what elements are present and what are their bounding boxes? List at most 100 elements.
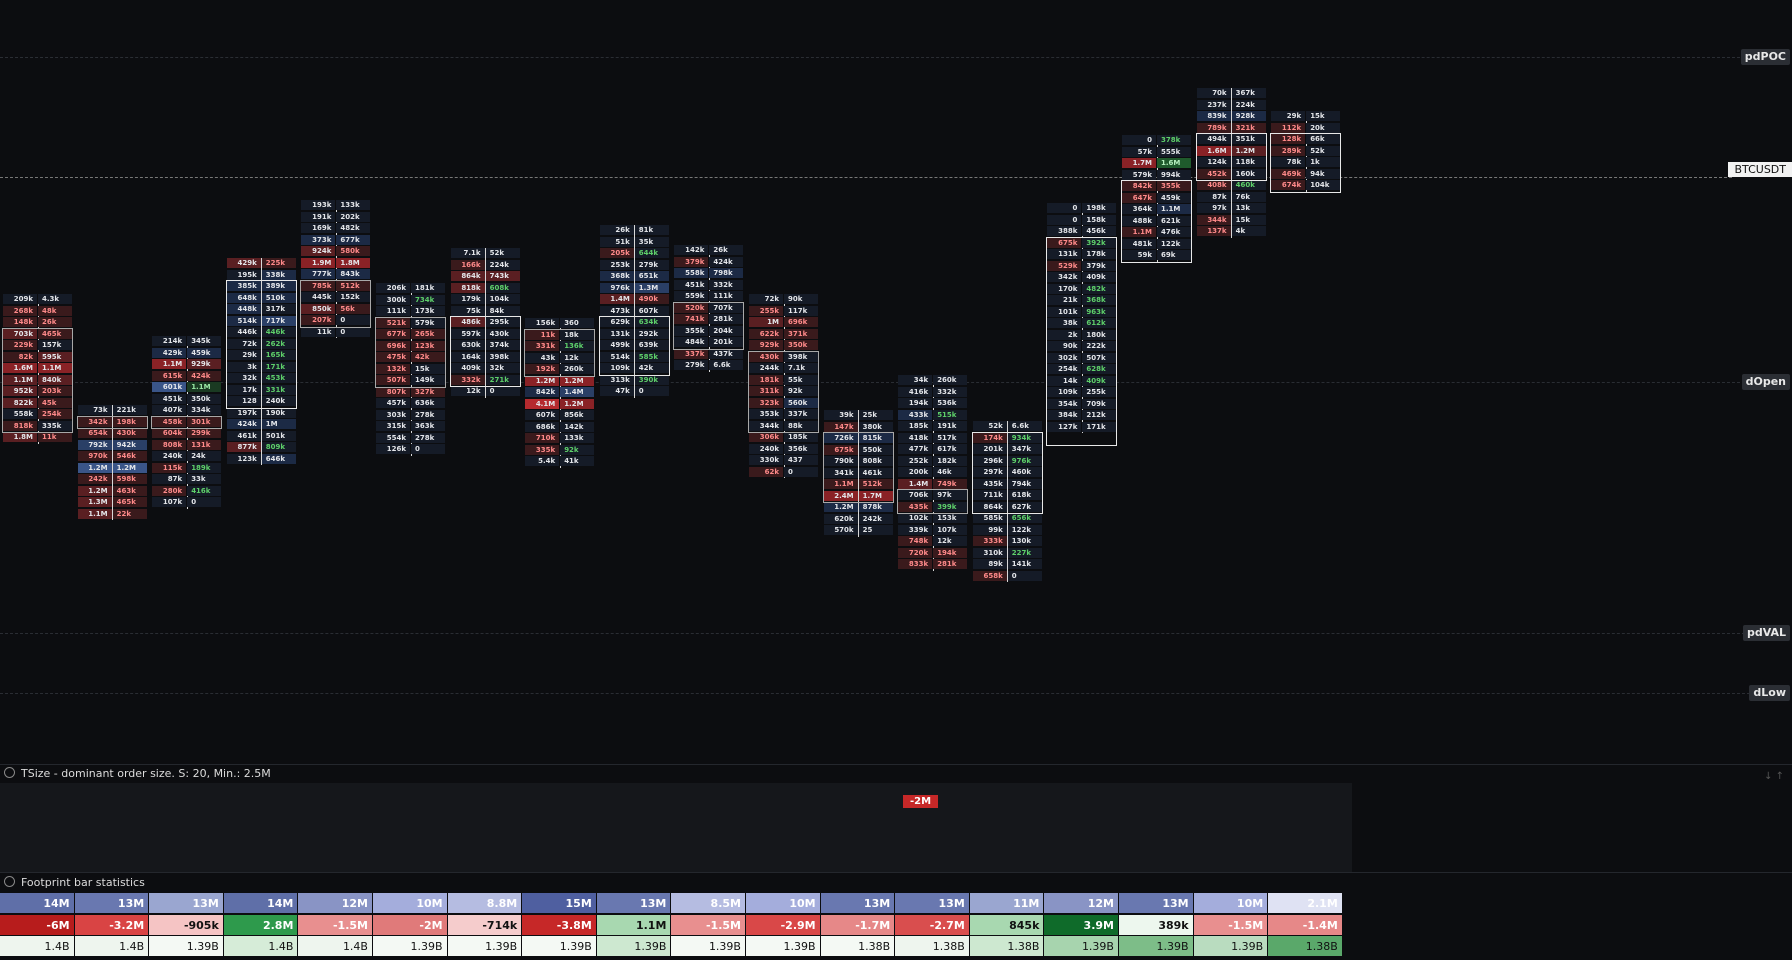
footprint-ask-cell: 260k <box>933 375 968 385</box>
footprint-bid-cell: 469k <box>1271 168 1306 179</box>
footprint-bid-cell: 703k <box>3 328 37 339</box>
gear-icon[interactable] <box>4 876 15 887</box>
footprint-ask-cell: 595k <box>38 351 72 362</box>
footprint-ask-cell: 639k <box>634 340 669 350</box>
footprint-ask-cell: 398k <box>485 351 520 362</box>
footprint-bid-cell: 451k <box>152 393 187 404</box>
footprint-bid-cell: 206k <box>376 283 410 293</box>
footprint-ask-cell: 840k <box>38 374 72 385</box>
footprint-bid-cell: 197k <box>226 407 261 418</box>
footprint-bid-cell: 629k <box>599 317 634 327</box>
footprint-bid-cell: 473k <box>599 305 634 316</box>
stat-volume-cell: 13M <box>596 893 672 914</box>
footprint-bid-cell: 430k <box>749 351 783 362</box>
footprint-bid-cell: 696k <box>376 340 410 351</box>
footprint-bid-cell: 481k <box>1122 238 1156 249</box>
stat-volume-cell: 10M <box>746 893 821 914</box>
footprint-ask-cell: 260k <box>560 364 595 374</box>
footprint-bid-cell: 195k <box>226 269 261 280</box>
footprint-ask-cell: 198k <box>112 416 147 427</box>
bullish-candle-body <box>1195 133 1267 181</box>
footprint-ask-cell: 749k <box>933 478 968 489</box>
level-label-pdval: pdVAL <box>1742 625 1790 641</box>
footprint-bid-cell: 207k <box>301 315 336 325</box>
footprint-bid-cell: 330k <box>749 455 783 465</box>
footprint-bid-cell: 448k <box>226 304 261 314</box>
footprint-ask-cell: 131k <box>187 439 222 450</box>
footprint-bid-cell: 205k <box>599 248 634 258</box>
footprint-ask-cell: 278k <box>411 409 445 420</box>
footprint-ask-cell: 608k <box>485 282 520 293</box>
footprint-bid-cell: 4.1M <box>525 398 560 409</box>
stats-panel-header[interactable]: Footprint bar statistics <box>0 874 145 892</box>
footprint-ask-cell: 52k <box>485 248 520 258</box>
footprint-ask-cell: 878k <box>858 502 893 512</box>
footprint-bid-cell: 615k <box>152 370 187 381</box>
footprint-bid-cell: 514k <box>599 351 634 362</box>
footprint-ask-cell: 76k <box>1231 191 1266 202</box>
footprint-ask-cell: 0 <box>634 386 669 396</box>
stat-delta-cell: 2.8M <box>223 914 299 936</box>
bearish-candle-body <box>375 316 446 388</box>
footprint-ask-cell: 0 <box>336 315 371 325</box>
stat-volume-cell: 12M <box>298 893 373 914</box>
footprint-bid-cell: 72k <box>749 294 783 304</box>
footprint-ask-cell: 173k <box>411 306 445 316</box>
footprint-ask-cell: 160k <box>1231 168 1266 179</box>
stat-total-cell: 1.39B <box>522 936 597 957</box>
footprint-bid-cell: 409k <box>450 363 485 373</box>
footprint-bid-cell: 331k <box>525 341 560 351</box>
footprint-bid-cell: 242k <box>77 474 112 484</box>
stat-volume-cell: 13M <box>820 893 896 914</box>
footprint-ask-cell: 41k <box>560 456 595 466</box>
footprint-ask-cell: 378k <box>1157 135 1191 145</box>
footprint-ask-cell: 390k <box>634 374 669 385</box>
gear-icon[interactable] <box>4 767 15 778</box>
footprint-ask-cell: 677k <box>336 234 371 245</box>
footprint-ask-cell: 460k <box>1231 180 1266 190</box>
footprint-ask-cell: 367k <box>1231 88 1266 98</box>
footprint-ask-cell: 510k <box>261 292 296 303</box>
footprint-bid-cell: 674k <box>1271 180 1306 190</box>
tsize-panel-header[interactable]: TSize - dominant order size. S: 20, Min.… <box>0 765 271 783</box>
footprint-ask-cell: 111k <box>709 291 744 301</box>
stat-delta-cell: -714k <box>447 914 523 936</box>
footprint-ask-cell: 798k <box>709 268 744 278</box>
footprint-bid-cell: 280k <box>152 485 187 496</box>
footprint-ask-cell: 399k <box>933 501 968 512</box>
footprint-bid-cell: 5.4k <box>525 456 560 466</box>
footprint-ask-cell: 32k <box>485 363 520 373</box>
panel-collapse-arrows[interactable]: ↓ ↑ <box>1764 771 1784 782</box>
footprint-ask-cell: 15k <box>1306 111 1341 121</box>
footprint-chart[interactable]: 209k 4.3k 268k 48k 148k 26k 703k 465k 229k 157k 82… <box>0 0 1792 764</box>
footprint-ask-cell: 430k <box>112 428 147 438</box>
footprint-bid-cell: 132k <box>376 363 410 374</box>
footprint-bid-cell: 384k <box>1047 410 1082 420</box>
footprint-ask-cell: 963k <box>1082 306 1117 317</box>
footprint-bid-cell: 72k <box>226 338 261 349</box>
stat-volume-cell: 14M <box>223 893 299 914</box>
footprint-ask-cell: 90k <box>784 294 818 304</box>
footprint-bid-cell: 458k <box>152 416 187 427</box>
stat-volume-cell: 8.8M <box>447 893 523 914</box>
footprint-bid-cell: 720k <box>898 547 933 558</box>
footprint-bid-cell: 1.4M <box>898 478 933 489</box>
footprint-bid-cell: 253k <box>599 259 634 270</box>
footprint-ask-cell: 182k <box>933 455 968 466</box>
footprint-ask-cell: 808k <box>858 456 893 466</box>
footprint-bid-cell: 385k <box>226 281 261 291</box>
footprint-ask-cell: 0 <box>1007 570 1042 581</box>
footprint-bid-cell: 51k <box>599 236 634 247</box>
footprint-bid-cell: 82k <box>3 351 37 362</box>
footprint-bid-cell: 647k <box>1122 192 1156 203</box>
footprint-bid-cell: 416k <box>898 386 933 397</box>
footprint-ask-cell: 133k <box>560 433 595 443</box>
footprint-ask-cell: 651k <box>634 271 669 281</box>
footprint-bid-cell: 477k <box>898 444 933 454</box>
footprint-ask-cell: 0 <box>485 386 520 396</box>
footprint-ask-cell: 1.7M <box>858 490 893 501</box>
symbol-price-label: BTCUSDT <box>1728 162 1792 177</box>
footprint-bid-cell: 388k <box>1047 226 1082 236</box>
footprint-bid-cell: 429k <box>226 258 261 268</box>
footprint-bid-cell: 279k <box>674 360 709 370</box>
